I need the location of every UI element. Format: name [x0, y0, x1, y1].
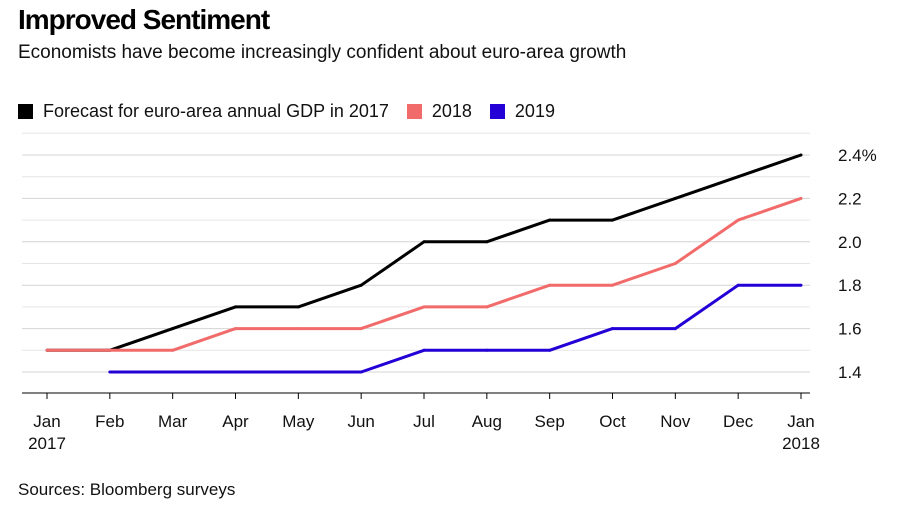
y-tick-label: 2.0	[838, 233, 862, 252]
x-tick-label: Jan	[33, 412, 60, 431]
data-point	[296, 370, 300, 374]
data-point	[234, 370, 237, 374]
legend-label-2018: 2018	[431, 100, 472, 121]
data-point	[359, 283, 363, 287]
chart-subtitle: Economists have become increasingly conf…	[18, 42, 627, 63]
x-tick-label: 2017	[28, 434, 66, 453]
data-point	[485, 305, 489, 309]
x-tick-label: Nov	[660, 412, 691, 431]
data-point	[234, 327, 237, 331]
x-tick-label: Dec	[723, 412, 754, 431]
data-point	[485, 240, 489, 244]
legend-swatch-2018	[406, 103, 422, 119]
data-point	[296, 327, 300, 331]
x-tick-label: May	[282, 412, 315, 431]
legend-item-2019: 2019	[489, 100, 555, 122]
x-tick-label: 2018	[782, 434, 820, 453]
y-tick-label: 2.4%	[838, 146, 877, 165]
chart-legend: Forecast for euro-area annual GDP in 201…	[18, 98, 573, 124]
data-point	[799, 196, 803, 200]
data-point	[548, 218, 552, 222]
data-point	[736, 218, 740, 222]
data-point	[171, 327, 175, 331]
y-tick-label: 2.2	[838, 189, 862, 208]
y-tick-label: 1.8	[838, 276, 862, 295]
legend-item-2018: 2018	[406, 100, 472, 122]
data-point	[673, 262, 677, 265]
legend-item-2017: Forecast for euro-area annual GDP in 201…	[18, 101, 389, 122]
y-tick-label: 1.6	[838, 320, 862, 339]
data-point	[422, 240, 426, 244]
x-tick-label: Aug	[472, 412, 502, 431]
series-line-2018	[47, 196, 802, 352]
data-point	[171, 348, 175, 352]
data-point	[171, 370, 175, 374]
x-tick-label: Mar	[158, 412, 188, 431]
data-point	[736, 283, 740, 287]
x-tick-label: Apr	[222, 412, 249, 431]
data-point	[799, 283, 803, 287]
data-point	[108, 370, 112, 374]
x-tick-label: Sep	[535, 412, 565, 431]
data-point	[611, 218, 614, 222]
data-point	[45, 348, 49, 352]
legend-swatch-2017	[18, 103, 33, 119]
x-tick-label: Oct	[599, 412, 626, 431]
data-point	[234, 305, 237, 309]
data-point	[296, 305, 300, 309]
data-point	[611, 327, 614, 331]
x-tick-label: Feb	[95, 412, 124, 431]
data-point	[611, 283, 614, 287]
data-point	[799, 153, 803, 157]
x-tick-label: Jul	[413, 412, 435, 431]
data-point	[359, 370, 363, 374]
legend-label-2019: 2019	[514, 100, 555, 121]
data-point	[673, 196, 677, 200]
chart-title: Improved Sentiment	[18, 4, 270, 35]
y-tick-label: 1.4	[838, 363, 862, 382]
data-point	[548, 348, 552, 352]
data-point	[108, 348, 112, 352]
source-note: Sources: Bloomberg surveys	[18, 480, 236, 499]
data-point	[422, 348, 426, 352]
data-point	[673, 327, 677, 331]
data-point	[422, 305, 426, 309]
series-line-2019	[109, 283, 801, 374]
x-tick-label: Jan	[787, 412, 814, 431]
data-point	[485, 348, 489, 352]
data-point	[736, 175, 740, 179]
data-point	[548, 283, 552, 287]
legend-label-2017: Forecast for euro-area annual GDP in 201…	[43, 100, 389, 121]
legend-swatch-2019	[489, 103, 505, 119]
data-point	[359, 327, 363, 331]
x-tick-label: Jun	[347, 412, 374, 431]
